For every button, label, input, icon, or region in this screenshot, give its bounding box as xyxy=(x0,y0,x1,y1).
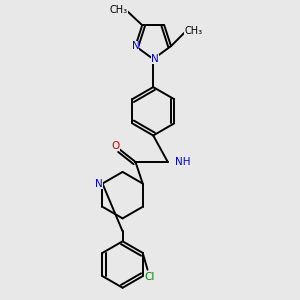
Text: CH₃: CH₃ xyxy=(184,26,203,36)
Text: N: N xyxy=(151,54,159,64)
Text: Cl: Cl xyxy=(144,272,154,282)
Text: N: N xyxy=(95,178,103,188)
Text: CH₃: CH₃ xyxy=(110,5,128,15)
Text: N: N xyxy=(132,41,139,51)
Text: NH: NH xyxy=(175,157,190,167)
Text: O: O xyxy=(112,141,120,151)
